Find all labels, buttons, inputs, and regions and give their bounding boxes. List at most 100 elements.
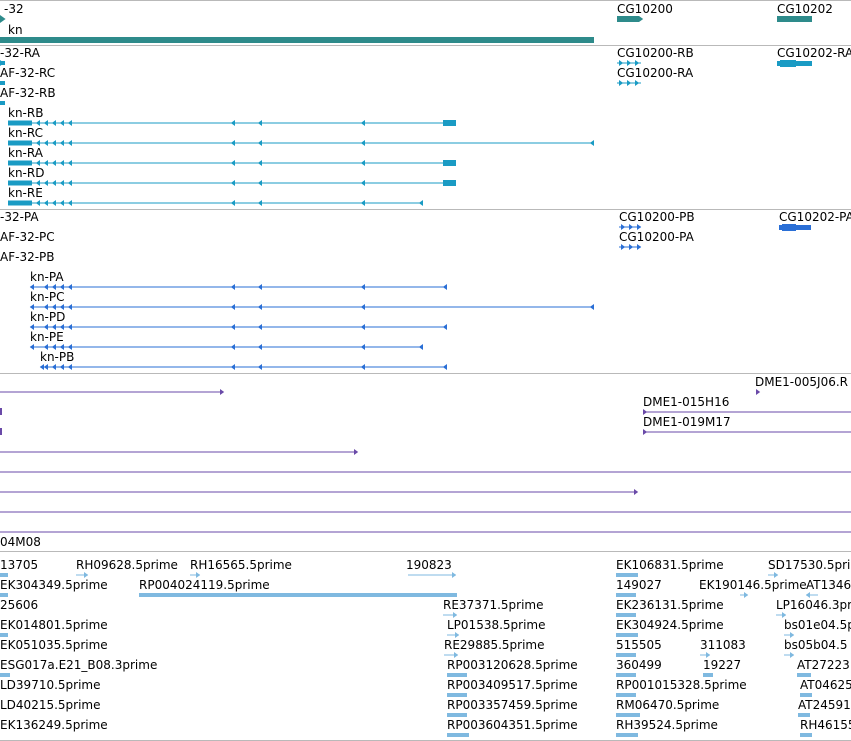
feature-block[interactable] (0, 408, 2, 415)
est-label[interactable]: bs01e04.5prime (784, 618, 851, 632)
feature-label[interactable]: AF-32-PB (0, 250, 55, 264)
gene-label[interactable]: -32 (4, 2, 24, 16)
transcript-exon[interactable] (443, 160, 456, 166)
feature-label[interactable]: kn-RC (8, 126, 43, 140)
est-label[interactable]: AT1346 (806, 578, 851, 592)
est-label[interactable]: RP004024119.5prime (139, 578, 270, 592)
feature-label[interactable]: AF-32-RC (0, 66, 55, 80)
est-label[interactable]: 311083 (700, 638, 746, 652)
est-block[interactable] (703, 673, 713, 677)
est-label[interactable]: 13705 (0, 558, 38, 572)
est-label[interactable]: EK136249.5prime (0, 718, 108, 732)
feature-label[interactable]: kn-RB (8, 106, 43, 120)
est-label[interactable]: AT24591 (798, 698, 851, 712)
feature-label[interactable]: AF-32-RB (0, 86, 56, 100)
est-block[interactable] (616, 613, 636, 617)
est-label[interactable]: bs05b04.5 (784, 638, 847, 652)
est-block[interactable] (447, 673, 467, 677)
gene-bar[interactable] (617, 16, 639, 22)
clone-label[interactable]: DME1-019M17 (643, 415, 731, 429)
est-label[interactable]: SD17530.5prime (768, 558, 851, 572)
est-label[interactable]: EK014801.5prime (0, 618, 108, 632)
est-label[interactable]: RH46155 (800, 718, 851, 732)
est-label[interactable]: EK304349.5prime (0, 578, 108, 592)
est-block[interactable] (616, 733, 638, 737)
est-block[interactable] (0, 593, 8, 597)
est-label[interactable]: RP003357459.5prime (447, 698, 578, 712)
gene-kn-bar[interactable] (0, 37, 594, 43)
est-label[interactable]: RM06470.5prime (616, 698, 719, 712)
est-label[interactable]: LP16046.3prime (776, 598, 851, 612)
transcript-exon[interactable] (8, 180, 32, 186)
est-block[interactable] (447, 713, 467, 717)
clone-label[interactable]: DME1-005J06.R (755, 375, 848, 389)
est-label[interactable]: EK190146.5prime (699, 578, 807, 592)
est-label[interactable]: 149027 (616, 578, 662, 592)
transcript-exon[interactable] (8, 160, 32, 166)
feature-block[interactable] (780, 60, 796, 67)
est-label[interactable]: 515505 (616, 638, 662, 652)
feature-label[interactable]: CG10200-PA (619, 230, 695, 244)
feature-block[interactable] (0, 81, 5, 85)
est-block[interactable] (616, 713, 640, 717)
est-block[interactable] (139, 593, 457, 597)
feature-label[interactable]: kn-PA (30, 270, 64, 284)
transcript-exon[interactable] (8, 120, 32, 126)
est-label[interactable]: RP003409517.5prime (447, 678, 578, 692)
est-block[interactable] (447, 693, 467, 697)
feature-label[interactable]: CG10200-RA (617, 66, 694, 80)
est-label[interactable]: 19227 (703, 658, 741, 672)
transcript-exon[interactable] (443, 180, 456, 186)
est-label[interactable]: RH16565.5prime (190, 558, 292, 572)
clone-label[interactable]: 04M08 (0, 535, 41, 549)
feature-block[interactable] (782, 224, 796, 231)
gene-label[interactable]: CG10200 (617, 2, 673, 16)
est-block[interactable] (616, 653, 636, 657)
feature-label[interactable]: kn-PB (40, 350, 74, 364)
est-block[interactable] (616, 633, 638, 637)
est-label[interactable]: RE37371.5prime (443, 598, 544, 612)
feature-label[interactable]: CG10200-PB (619, 210, 695, 224)
est-block[interactable] (616, 593, 636, 597)
est-label[interactable]: RP003604351.5prime (447, 718, 578, 732)
transcript-exon[interactable] (443, 120, 456, 126)
feature-block[interactable] (0, 61, 5, 65)
est-block[interactable] (0, 673, 10, 677)
est-label[interactable]: RE29885.5prime (444, 638, 545, 652)
feature-label[interactable]: kn-PE (30, 330, 64, 344)
feature-label[interactable]: -32-RA (0, 46, 41, 60)
feature-block[interactable] (0, 428, 2, 435)
est-label[interactable]: EK304924.5prime (616, 618, 724, 632)
est-block[interactable] (0, 573, 8, 577)
est-block[interactable] (0, 633, 8, 637)
feature-label[interactable]: AF-32-PC (0, 230, 55, 244)
feature-label[interactable]: -32-PA (0, 210, 39, 224)
est-block[interactable] (616, 693, 636, 697)
gene-bar[interactable] (777, 16, 812, 22)
est-block[interactable] (616, 573, 638, 577)
est-label[interactable]: LP01538.5prime (447, 618, 546, 632)
est-label[interactable]: RH39524.5prime (616, 718, 718, 732)
feature-label[interactable]: kn-RA (8, 146, 44, 160)
est-label[interactable]: EK106831.5prime (616, 558, 724, 572)
transcript-exon[interactable] (8, 140, 32, 146)
clone-label[interactable]: DME1-015H16 (643, 395, 729, 409)
est-label[interactable]: RP003120628.5prime (447, 658, 578, 672)
est-label[interactable]: 25606 (0, 598, 38, 612)
gene-label[interactable]: kn (8, 23, 23, 37)
est-block[interactable] (800, 733, 812, 737)
est-label[interactable]: EK236131.5prime (616, 598, 724, 612)
est-label[interactable]: 190823 (406, 558, 452, 572)
est-label[interactable]: AT04625 (800, 678, 851, 692)
est-label[interactable]: RH09628.5prime (76, 558, 178, 572)
est-block[interactable] (797, 673, 811, 677)
transcript-exon[interactable] (8, 200, 32, 206)
feature-label[interactable]: CG10202-PA (779, 210, 851, 224)
est-label[interactable]: RP001015328.5prime (616, 678, 747, 692)
est-block[interactable] (616, 673, 636, 677)
feature-block[interactable] (0, 101, 5, 105)
gene-label[interactable]: CG10202 (777, 2, 833, 16)
est-label[interactable]: 360499 (616, 658, 662, 672)
feature-label[interactable]: kn-RE (8, 186, 43, 200)
est-block[interactable] (798, 713, 810, 717)
